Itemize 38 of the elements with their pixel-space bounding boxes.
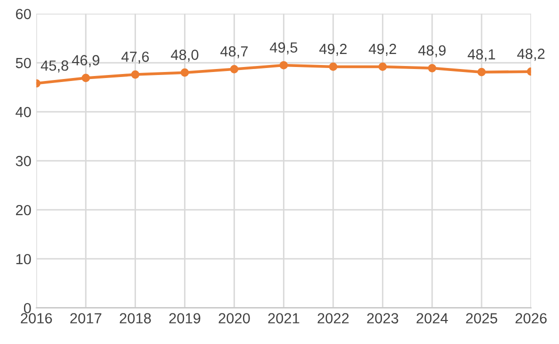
point: [180, 68, 189, 77]
x-tick-label: 2025: [466, 313, 498, 324]
point: [280, 61, 288, 70]
y-tick-label: 10: [16, 254, 31, 264]
data-label: 47,6: [121, 52, 149, 64]
y-tick-label: 50: [16, 58, 31, 68]
y-tick-label: 40: [16, 106, 31, 118]
data-label: 45,8: [40, 60, 68, 72]
point: [328, 62, 338, 71]
point: [131, 70, 140, 79]
x-tick-label: 2016: [20, 313, 52, 324]
point: [378, 62, 387, 71]
data-label: 49,2: [319, 44, 347, 56]
data-label: 48,2: [517, 48, 545, 61]
point: [230, 64, 238, 74]
data-label: 48,9: [418, 45, 446, 58]
x-tick-label: 2022: [318, 313, 349, 324]
data-label: 49,2: [368, 44, 396, 56]
y-tick-label: 0: [24, 302, 31, 314]
x-tick-label: 2024: [416, 313, 448, 324]
data-label: 49,5: [270, 42, 298, 54]
data-label: 48,0: [170, 50, 198, 62]
data-label: 46,9: [72, 55, 100, 68]
data-label: 48,1: [468, 49, 496, 62]
x-tick-label: 2018: [120, 313, 151, 324]
point: [428, 64, 436, 72]
x-tick-label: 2023: [367, 313, 398, 324]
x-tick-label: 2026: [516, 313, 547, 324]
point: [82, 74, 90, 82]
x-tick-label: 2020: [218, 313, 250, 324]
data-label: 48,7: [220, 46, 248, 58]
x-tick-label: 2017: [70, 313, 102, 324]
x-tick-label: 2019: [169, 313, 200, 324]
y-tick-label: 60: [16, 8, 31, 20]
point: [477, 68, 486, 76]
y-tick-label: 30: [16, 156, 31, 166]
y-tick-label: 20: [16, 204, 31, 216]
x-tick-label: 2021: [268, 313, 300, 324]
